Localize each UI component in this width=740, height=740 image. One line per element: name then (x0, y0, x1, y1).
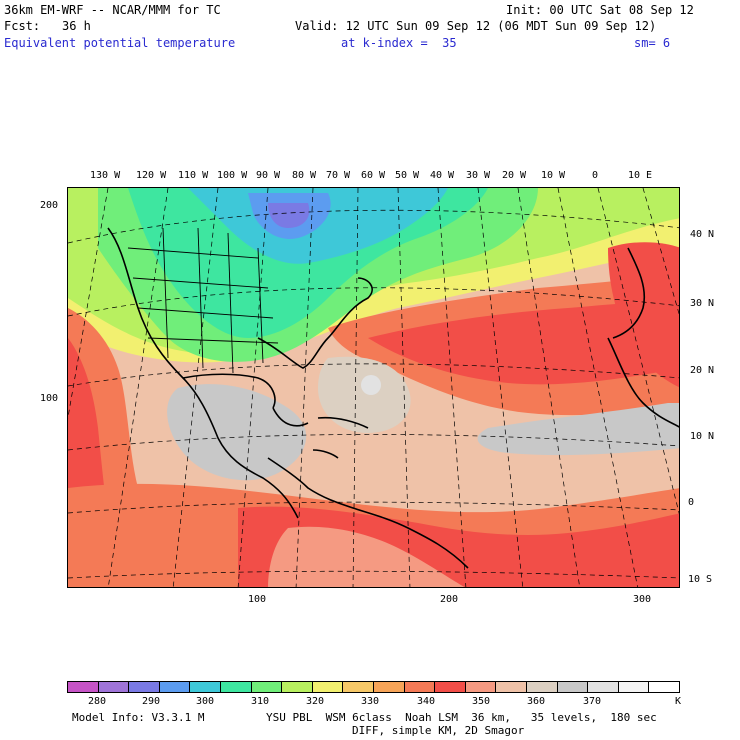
legend-swatch (434, 681, 466, 693)
lon-label: 10 E (628, 170, 653, 181)
lon-label: 80 W (292, 170, 317, 181)
lon-label: 70 W (326, 170, 351, 181)
legend-swatch (250, 681, 283, 693)
lon-label: 0 (592, 170, 599, 181)
legend-label: 360 (527, 696, 546, 707)
physics-info: YSU PBL WSM 6class Noah LSM 36 km, 35 le… (266, 711, 657, 724)
legend-swatch (342, 681, 374, 693)
theta-e-map (67, 187, 680, 588)
legend-swatch (648, 681, 680, 693)
legend-swatch (128, 681, 160, 693)
valid-time: Valid: 12 UTC Sun 09 Sep 12 (06 MDT Sun … (295, 19, 657, 33)
legend-swatch (526, 681, 558, 693)
init-time: Init: 00 UTC Sat 08 Sep 12 (506, 3, 694, 17)
lon-label: 30 W (466, 170, 491, 181)
legend-label: 300 (196, 696, 215, 707)
lon-label: 110 W (178, 170, 209, 181)
grid-y-label: 100 (40, 393, 59, 404)
forecast-label: Fcst: (4, 19, 41, 33)
legend-swatch (158, 681, 191, 693)
legend-label: 330 (361, 696, 380, 707)
grid-y-label: 200 (40, 200, 59, 211)
legend-label: 280 (88, 696, 107, 707)
grid-x-label: 100 (248, 594, 267, 605)
lat-label: 30 N (690, 298, 715, 309)
lon-label: 130 W (90, 170, 121, 181)
forecast-hour: 36 h (62, 19, 91, 33)
lon-label: 50 W (395, 170, 420, 181)
grid-x-label: 200 (440, 594, 459, 605)
lon-label: 100 W (217, 170, 248, 181)
legend-unit: K (675, 696, 682, 707)
legend-swatch (373, 681, 405, 693)
k-index: at k-index = 35 (341, 36, 457, 50)
legend-swatch (556, 681, 589, 693)
lon-label: 90 W (256, 170, 281, 181)
legend-swatch (220, 681, 252, 693)
lat-label: 0 (688, 497, 695, 508)
legend-swatch (311, 681, 344, 693)
diffusion-info: DIFF, simple KM, 2D Smagor (352, 724, 525, 737)
legend-swatch (495, 681, 527, 693)
lat-label: 40 N (690, 229, 715, 240)
grid-x-label: 300 (633, 594, 652, 605)
legend-label: 310 (251, 696, 270, 707)
lon-label: 60 W (361, 170, 386, 181)
legend-label: 350 (472, 696, 491, 707)
lon-label: 20 W (502, 170, 527, 181)
lon-label: 40 W (430, 170, 455, 181)
legend-swatch (587, 681, 619, 693)
lon-label: 10 W (541, 170, 566, 181)
legend-label: 340 (417, 696, 436, 707)
lat-label: 10 S (688, 574, 713, 585)
legend-label: 290 (142, 696, 161, 707)
model-info: Model Info: V3.3.1 M (72, 711, 205, 724)
legend-swatch (97, 681, 130, 693)
legend-label: 370 (583, 696, 602, 707)
lat-label: 10 N (690, 431, 715, 442)
model-title: 36km EM-WRF -- NCAR/MMM for TC (4, 3, 221, 17)
lat-label: 20 N (690, 365, 715, 376)
legend-swatch (281, 681, 313, 693)
lon-label: 120 W (136, 170, 167, 181)
legend-swatch (189, 681, 221, 693)
legend-label: 320 (306, 696, 325, 707)
legend-swatch (464, 681, 497, 693)
smoothing: sm= 6 (634, 36, 671, 50)
legend-swatch (617, 681, 650, 693)
legend-swatch (403, 681, 436, 693)
legend-swatch (67, 681, 99, 693)
color-legend (67, 681, 680, 693)
field-name: Equivalent potential temperature (4, 36, 236, 50)
